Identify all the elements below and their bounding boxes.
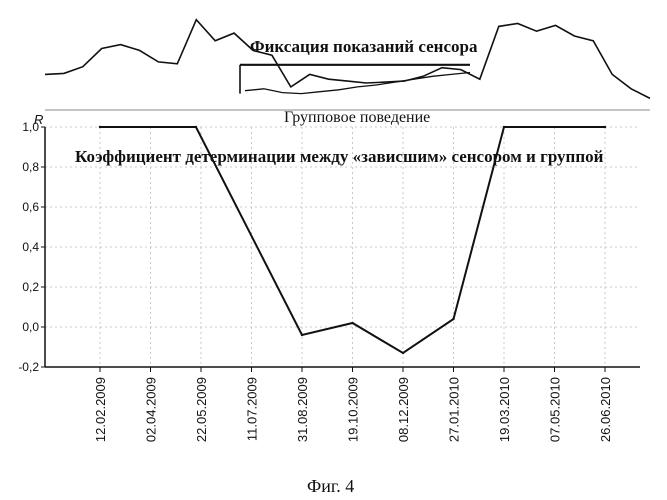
x-tick-label: 08.12.2009 xyxy=(396,377,411,442)
x-tick-label: 19.03.2010 xyxy=(497,377,512,442)
x-tick-label: 02.04.2009 xyxy=(144,377,159,442)
y-tick-label: 0,2 xyxy=(22,280,39,294)
sensor-readings-chart: Фиксация показаний сенсора Групповое пов… xyxy=(45,20,650,126)
x-tick-label: 11.07.2009 xyxy=(245,377,260,441)
x-tick-label: 26.06.2010 xyxy=(598,377,613,442)
chart-title: Коэффициент детерминации между «зависшим… xyxy=(75,147,604,166)
y-tick-label: 0,0 xyxy=(22,320,39,334)
x-tick-label: 12.02.2009 xyxy=(93,377,108,442)
x-tick-label: 31.08.2009 xyxy=(295,377,310,442)
sensor-signal-line xyxy=(45,20,650,99)
group-behavior-label: Групповое поведение xyxy=(284,109,430,126)
x-tick-label: 27.01.2010 xyxy=(447,377,462,442)
r-data-point xyxy=(604,126,606,128)
figure-caption: Фиг. 4 xyxy=(307,476,354,496)
y-tick-label: -0,2 xyxy=(18,360,39,374)
r-data-point xyxy=(503,126,505,128)
x-tick-label: 07.05.2010 xyxy=(548,377,563,442)
y-tick-label: 0,8 xyxy=(22,160,39,174)
r-data-point xyxy=(99,126,101,128)
r-data-point xyxy=(402,352,404,354)
group-behavior-line xyxy=(245,73,470,94)
y-tick-label: 0,4 xyxy=(22,240,39,254)
sensor-fixation-label: Фиксация показаний сенсора xyxy=(250,37,478,56)
r-data-point xyxy=(452,318,454,320)
r-data-point xyxy=(351,322,353,324)
x-tick-label: 22.05.2009 xyxy=(194,377,209,442)
r-data-point xyxy=(195,126,197,128)
y-tick-label: 0,6 xyxy=(22,200,39,214)
r-data-point xyxy=(301,334,303,336)
determination-coefficient-chart: 1,00,80,60,40,20,0-0,2 R Коэффициент дет… xyxy=(18,112,640,442)
y-axis-label: R xyxy=(34,112,43,127)
x-tick-label: 19.10.2009 xyxy=(346,377,361,442)
